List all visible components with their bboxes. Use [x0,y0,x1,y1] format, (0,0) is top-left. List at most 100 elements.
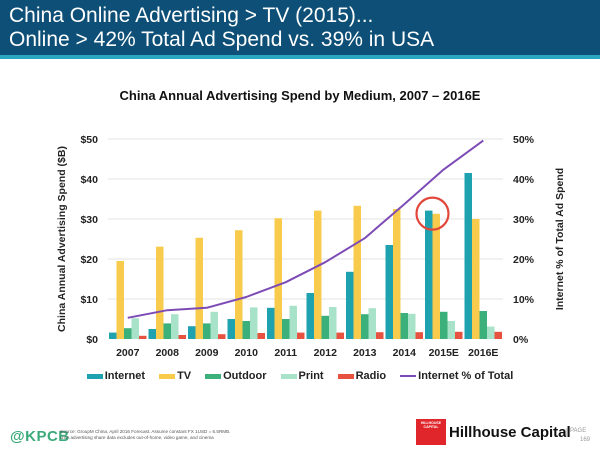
legend-label: Outdoor [223,370,267,382]
page-number: 169 [580,437,591,443]
bar-radio-2008 [178,335,186,339]
internet-share-line [127,139,484,319]
bar-tv-2014 [393,209,401,339]
legend-item-radio: Radio [337,370,387,382]
source-note: Source: GroupM China, April 2016 Forecas… [60,429,240,440]
legend-label: Print [298,370,324,382]
bar-internet-2013 [346,271,354,339]
hillhouse-logo: HILLHOUSE CAPITAL [416,419,446,445]
y-tick-label: $0 [86,334,98,346]
bar-tv-2009 [195,237,203,339]
bar-print-2013 [368,308,376,339]
bar-internet-2016E [464,173,472,339]
y2-tick-label: 20% [513,254,535,266]
bar-radio-2007 [139,335,147,339]
bars [109,173,502,339]
x-tick-label: 2009 [195,347,219,359]
bar-radio-2012 [336,332,344,339]
company-name: Hillhouse Capital [449,424,571,441]
bar-radio-2013 [376,332,384,339]
source-line-2: USA advertising share data excludes out-… [60,434,214,440]
header-banner [0,0,600,55]
x-tick-label: 2011 [274,347,297,359]
bar-internet-2010 [227,319,235,339]
legend-item-internet-share: Internet % of Total [400,370,513,382]
slide-title-line-1: China Online Advertising > TV (2015)... [9,4,374,27]
legend-item-internet: Internet [86,370,146,382]
bar-internet-2015E [425,210,433,339]
bar-internet-2007 [109,332,117,339]
line-internet-share [127,139,484,319]
x-tick-label: 2010 [235,347,259,359]
bar-tv-2011 [274,218,282,339]
bar-tv-2010 [235,230,243,339]
legend-label: TV [177,370,192,382]
bar-internet-2011 [267,307,275,339]
kpcb-logo: @KPCB [10,428,70,445]
y-axis-left: $0 $10 $20 $30 $40 $50 [80,134,98,346]
bar-radio-2014 [415,332,423,339]
legend-label: Internet [104,370,146,382]
legend-item-outdoor: Outdoor [205,370,267,382]
bar-tv-2008 [156,246,164,339]
annotations [415,196,450,231]
bar-tv-2013 [353,205,361,339]
y2-tick-label: 30% [513,214,535,226]
x-tick-label: 2008 [156,347,180,359]
bar-print-2015E [447,321,455,339]
bar-outdoor-2010 [242,321,250,339]
bar-radio-2015E [455,331,463,339]
y-axis-right: 0% 10% 20% 30% 40% 50% [513,134,535,346]
x-tick-label: 2013 [353,347,377,359]
bar-print-2014 [408,313,416,339]
bar-tv-2015E [432,213,440,339]
legend-label: Radio [355,370,387,382]
bar-outdoor-2008 [163,323,171,339]
x-tick-label: 2015E [429,347,459,359]
legend-label: Internet % of Total [418,370,514,382]
x-tick-label: 2012 [314,347,338,359]
legend: Internet TV Outdoor Print Radio Internet… [0,370,600,382]
legend-item-tv: TV [159,370,191,382]
legend-swatch [337,373,354,379]
bar-internet-2009 [188,326,196,339]
chart-title: China Annual Advertising Spend by Medium… [119,88,481,103]
source-line-1: Source: GroupM China, April 2016 Forecas… [60,429,231,434]
x-tick-label: 2016E [468,347,498,359]
y-tick-label: $40 [80,174,98,186]
bar-print-2008 [171,314,179,339]
bar-print-2009 [210,311,218,339]
bar-radio-2011 [297,332,305,339]
slide-title-line-2: Online > 42% Total Ad Spend vs. 39% in U… [9,28,435,51]
y2-tick-label: 40% [513,174,535,186]
bar-internet-2008 [148,329,156,339]
legend-swatch [400,375,417,377]
page-label: PAGE [570,428,587,434]
bar-outdoor-2015E [440,311,448,339]
x-tick-label: 2014 [393,347,417,359]
bar-outdoor-2011 [282,319,290,339]
bar-print-2012 [329,307,337,339]
legend-item-print: Print [280,370,324,382]
bar-tv-2012 [314,210,322,339]
y2-tick-label: 50% [513,134,535,146]
legend-swatch [86,373,103,379]
y-axis-label: China Annual Advertising Spend ($B) [56,146,68,332]
legend-swatch [205,373,222,379]
bar-outdoor-2014 [400,313,408,339]
y-tick-label: $30 [80,214,98,226]
bar-outdoor-2016E [479,311,487,339]
bar-outdoor-2012 [321,315,329,339]
bar-print-2007 [131,318,139,339]
bar-outdoor-2009 [203,323,211,339]
legend-swatch [159,373,176,379]
y-tick-label: $10 [80,294,98,306]
y2-axis-label: Internet % of Total Ad Spend [554,168,566,310]
y2-tick-label: 0% [513,334,529,346]
x-tick-label: 2007 [116,347,140,359]
bar-internet-2012 [306,293,314,339]
y2-tick-label: 10% [513,294,535,306]
bar-radio-2009 [218,334,226,339]
bar-outdoor-2013 [361,314,369,339]
